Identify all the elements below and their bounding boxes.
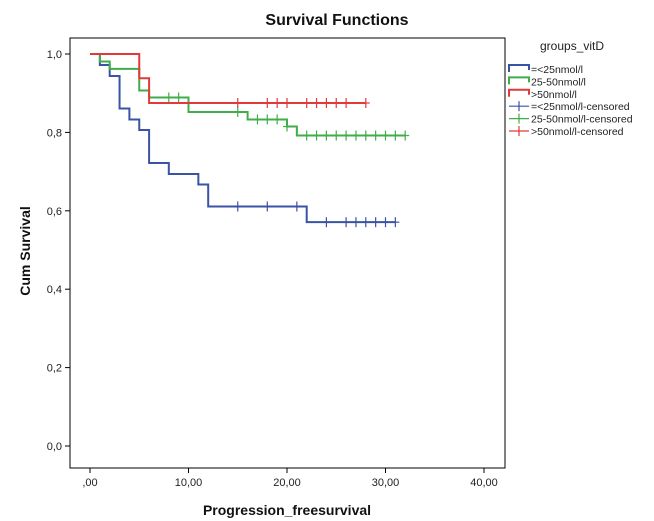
y-axis-title: Cum Survival [17,206,33,295]
y-tick-label: 0,6 [47,206,62,218]
x-tick-label: 20,00 [273,477,301,489]
x-tick-label: 40,00 [470,477,498,489]
legend-label: >50nmol/l [531,89,577,101]
plot-series [90,53,410,228]
legend-label: 25-50nmol/l-censored [531,114,633,126]
legend-label: 25-50nmol/l [531,76,586,88]
legend-label: =<25nmol/l [531,64,583,76]
series-group [90,53,370,108]
series-line [90,53,396,224]
x-tick-label: 30,00 [372,477,400,489]
y-tick-label: 0,2 [47,363,62,375]
legend-label: =<25nmol/l-censored [531,101,630,113]
chart-title: Survival Functions [265,12,408,29]
x-tick-label: 10,00 [175,477,203,489]
legend-swatch-line [508,88,530,97]
legend-title: groups_vitD [540,39,604,53]
axes: ,00 10,00 20,00 30,00 40,00 0,0 0,2 0,4 0,6 0,8 1,… [47,49,498,489]
legend: groups_vitD =<25nmol/l25-50nmol/l>50nmol… [508,39,633,138]
y-tick-label: 0,8 [47,127,62,139]
y-tick-label: 0,0 [47,441,62,453]
plot-area [69,37,506,469]
series-group [90,53,400,228]
legend-label: >50nmol/l-censored [531,126,624,138]
series-line [90,53,366,104]
series-group [90,53,410,141]
legend-swatch-line [508,76,530,85]
x-tick-label: ,00 [82,477,97,489]
y-tick-label: 1,0 [47,49,62,61]
legend-swatch-line [508,64,530,72]
x-axis-title: Progression_freesurvival [203,502,371,518]
y-tick-label: 0,4 [47,284,62,296]
